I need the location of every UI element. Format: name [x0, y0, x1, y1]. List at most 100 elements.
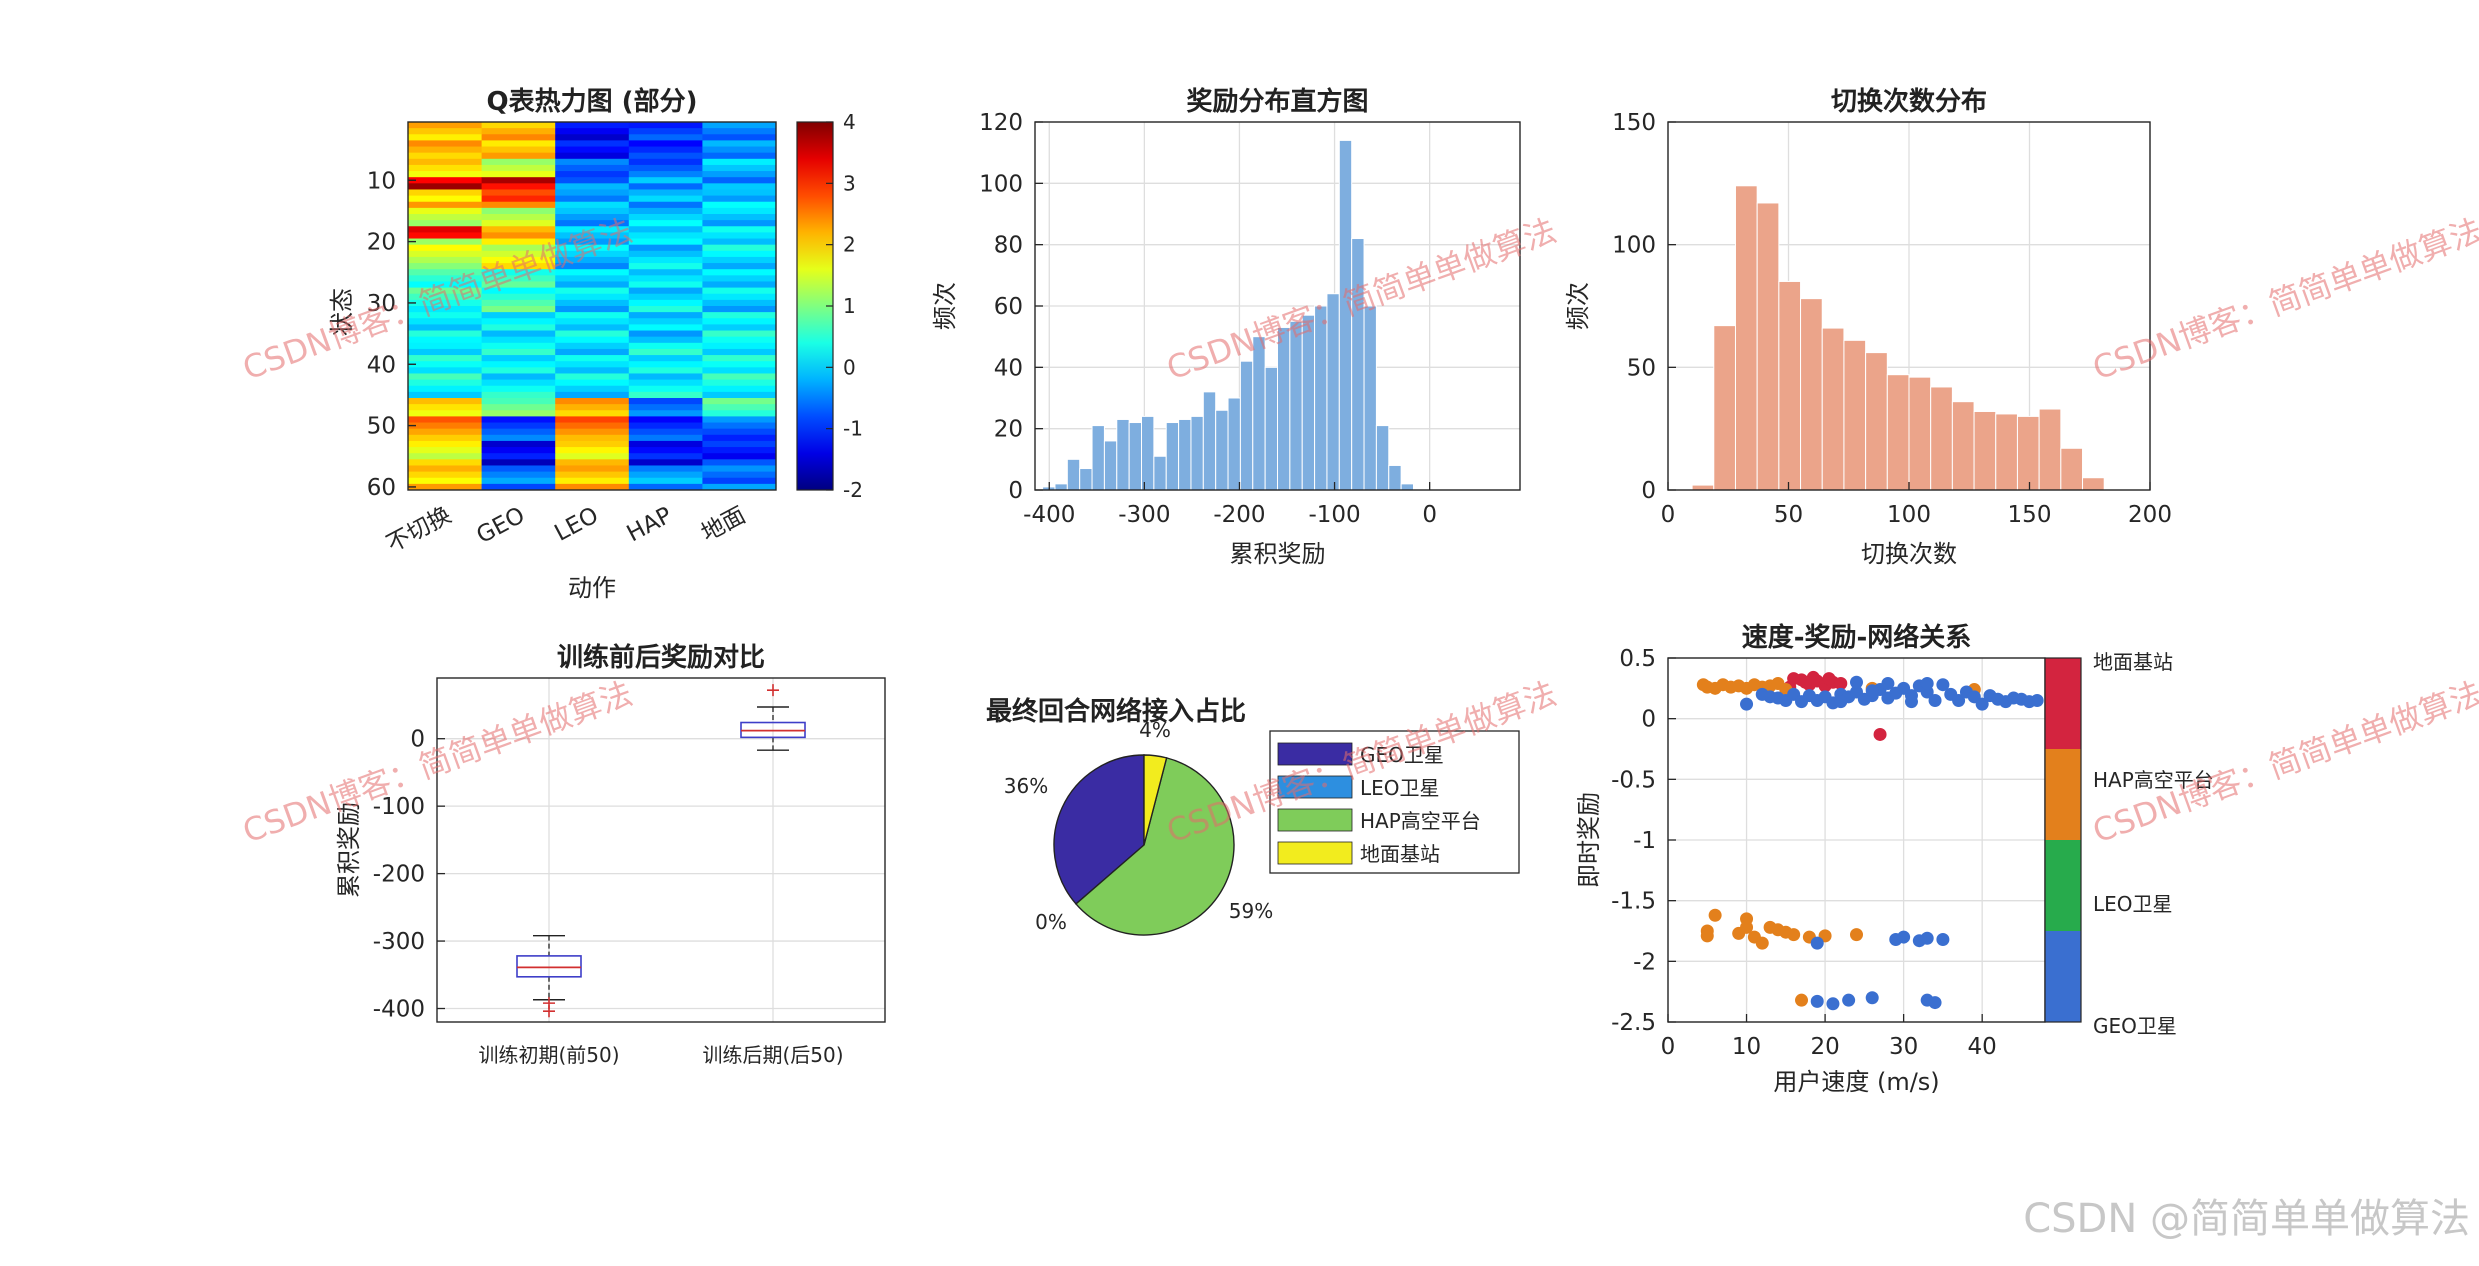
heatmap-cell [702, 128, 777, 135]
scatter-point [1834, 695, 1848, 709]
heatmap-cell [481, 471, 556, 479]
scatter-point [1865, 991, 1879, 1005]
heatmap-cell [481, 189, 556, 197]
heatmap-cell [628, 287, 703, 295]
heatmap-cell [481, 201, 556, 209]
histogram-bar [1190, 415, 1204, 491]
histogram-bar [1995, 413, 2018, 491]
scatter-point [1873, 727, 1887, 741]
heatmap-cell [481, 355, 556, 362]
chart-title: 最终回合网络接入占比 [986, 696, 1246, 727]
heatmap-cell [555, 367, 630, 374]
colorbar-label: LEO卫星 [2093, 892, 2173, 916]
heatmap-cell [702, 269, 777, 276]
heatmap-cell [702, 398, 777, 405]
heatmap-cell [628, 134, 703, 141]
heatmap-cell [628, 146, 703, 154]
x-tick-label: -100 [1308, 502, 1360, 528]
heatmap-cell [481, 287, 556, 295]
x-tick-label: 0 [1422, 502, 1437, 528]
heatmap-cell [408, 398, 483, 405]
heatmap-cell [628, 367, 703, 374]
heatmap-cell [408, 324, 483, 332]
heatmap-cell [481, 128, 556, 135]
heatmap-cell [408, 416, 483, 424]
heatmap-cell [628, 398, 703, 405]
heatmap-cell [481, 158, 556, 166]
heatmap-cell [481, 226, 556, 233]
y-tick-label: 0 [1008, 478, 1023, 504]
heatmap-cell [408, 459, 483, 466]
histogram-bar [1103, 440, 1118, 491]
plot-frame [436, 677, 886, 1023]
heatmap-cell [702, 134, 777, 141]
heatmap-cell [481, 146, 556, 154]
heatmap-cell [481, 336, 556, 344]
heatmap-cell [702, 324, 777, 332]
colorbar-tick-label: -2 [843, 478, 863, 502]
heatmap-cell [408, 299, 483, 307]
heatmap-cell [555, 226, 630, 233]
heatmap-cell [408, 201, 483, 209]
heatmap-cell [408, 367, 483, 374]
heatmap-cell [702, 152, 777, 160]
heatmap-cell [408, 122, 483, 129]
heatmap-cell [481, 299, 556, 307]
heatmap-cell [481, 269, 556, 276]
colorbar-tick-label: 3 [843, 171, 856, 195]
heatmap-cell [628, 306, 703, 313]
y-tick-label: 50 [367, 414, 396, 440]
heatmap-cell [628, 416, 703, 424]
heatmap-cell [702, 140, 777, 148]
x-category-label: GEO [472, 502, 529, 549]
y-tick-label: -0.5 [1611, 767, 1656, 793]
histogram-bar [1734, 185, 1758, 491]
heatmap-cell [408, 244, 483, 252]
heatmap-cell [408, 434, 483, 442]
x-category-label: HAP [623, 502, 677, 547]
histogram-bar [1388, 464, 1402, 491]
heatmap-cell [555, 164, 630, 172]
y-tick-label: 30 [367, 291, 396, 317]
heatmap-cell [408, 269, 483, 276]
heatmap-cell [555, 324, 630, 332]
heatmap-cell [481, 447, 556, 454]
heatmap-cell [481, 122, 556, 129]
histogram-bar [1865, 352, 1888, 491]
heatmap-cell [481, 214, 556, 221]
y-tick-label: -100 [373, 794, 425, 820]
x-tick-label: -200 [1213, 502, 1265, 528]
heatmap-cell [702, 238, 777, 246]
heatmap-cell [555, 244, 630, 252]
y-axis-label: 即时奖励 [1575, 792, 1603, 888]
scatter-point [1826, 997, 1840, 1011]
heatmap-cell [628, 128, 703, 135]
heatmap-cell [408, 355, 483, 362]
heatmap-cell [702, 263, 777, 270]
heatmap-cell [628, 214, 703, 221]
heatmap-cell [408, 146, 483, 154]
heatmap-cell [481, 293, 556, 301]
histogram-bar [1128, 422, 1143, 491]
x-category-label: 不切换 [382, 502, 455, 557]
heatmap-cell [555, 146, 630, 154]
heatmap-cell [628, 373, 703, 381]
heatmap-cell [481, 263, 556, 270]
heatmap-cell [555, 379, 630, 387]
scatter-point [1975, 697, 1989, 711]
heatmap-cell [555, 348, 630, 356]
heatmap-cell [481, 207, 556, 215]
scatter-point [1795, 993, 1809, 1007]
heatmap-cell [628, 250, 703, 258]
heatmap-cell [702, 293, 777, 301]
y-tick-label: 20 [367, 230, 396, 256]
heatmap-cell [408, 391, 483, 399]
histogram-bar [1054, 483, 1068, 491]
histogram-bar [1821, 327, 1845, 491]
histogram-bar [1351, 238, 1365, 491]
histogram-bar [1141, 415, 1155, 491]
histogram-bar [1691, 484, 1715, 491]
x-category-label: LEO [550, 502, 602, 546]
heatmap-cell [408, 134, 483, 141]
